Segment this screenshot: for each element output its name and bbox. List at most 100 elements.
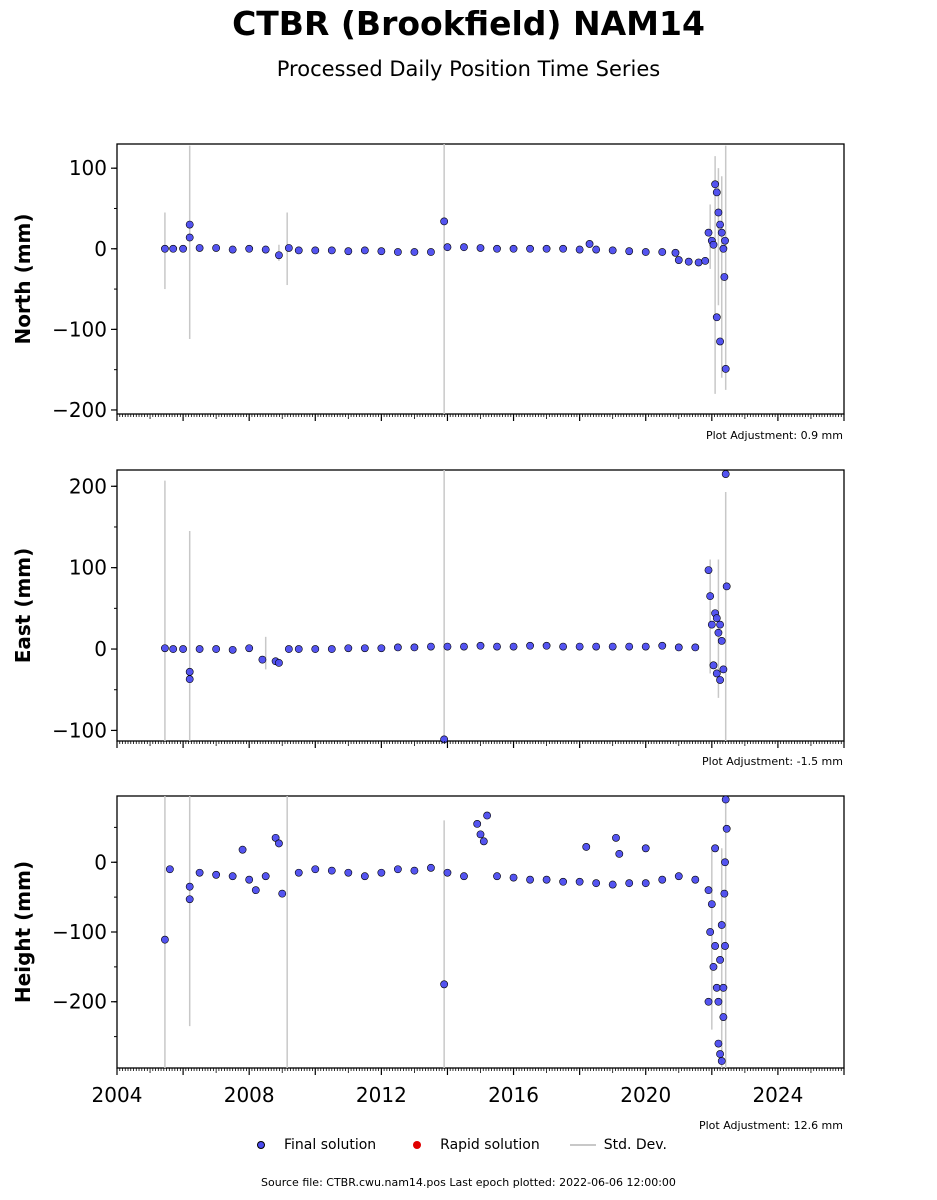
data-point <box>228 245 237 254</box>
data-point <box>493 642 501 651</box>
data-point <box>608 880 617 889</box>
data-point <box>582 843 591 851</box>
data-point <box>719 1013 728 1021</box>
data-point <box>592 245 601 254</box>
legend-item-std: Std. Dev. <box>569 1137 667 1153</box>
data-point <box>712 614 721 623</box>
data-point <box>427 248 435 256</box>
data-point <box>709 240 718 249</box>
data-point <box>722 824 731 833</box>
data-point <box>625 879 634 888</box>
data-point <box>542 244 551 253</box>
data-point <box>410 643 419 652</box>
data-point <box>443 243 452 252</box>
data-point <box>691 875 700 884</box>
data-point <box>526 244 534 253</box>
data-point <box>716 220 724 229</box>
y-tick-label: −200 <box>52 990 107 1014</box>
data-point <box>509 244 518 253</box>
data-point <box>585 240 594 248</box>
data-point <box>542 641 551 650</box>
data-point <box>294 645 303 653</box>
data-point <box>721 470 730 478</box>
data-point <box>443 868 452 877</box>
data-point <box>251 886 260 895</box>
data-point <box>575 245 584 254</box>
std-dev-line-icon <box>569 1138 596 1152</box>
data-point <box>542 875 551 884</box>
data-point <box>212 645 221 653</box>
data-point <box>711 942 720 950</box>
data-point <box>360 872 369 881</box>
x-tick-label: 2008 <box>224 1083 275 1107</box>
data-point <box>721 858 729 867</box>
data-point <box>711 844 720 853</box>
data-point <box>509 642 518 651</box>
data-point <box>460 642 468 651</box>
data-point <box>185 895 194 904</box>
data-point <box>476 641 485 650</box>
legend-item-final: Final solution <box>250 1137 376 1153</box>
y-tick-label: 200 <box>69 474 107 498</box>
data-point <box>641 642 650 651</box>
source-footer: Source file: CTBR.cwu.nam14.pos Last epo… <box>261 1176 676 1189</box>
y-tick-label: 100 <box>69 556 107 580</box>
data-point <box>238 845 247 854</box>
data-point <box>712 313 721 322</box>
data-point <box>720 273 729 281</box>
y-tick-label: 0 <box>94 637 107 661</box>
data-point <box>245 244 254 253</box>
plot-adjustment-height: Plot Adjustment: 12.6 mm <box>698 1119 843 1132</box>
data-point <box>460 872 468 881</box>
data-point <box>440 735 449 744</box>
data-point <box>185 220 194 229</box>
data-point <box>278 889 287 898</box>
data-point <box>719 665 728 674</box>
data-point <box>701 256 710 265</box>
data-point <box>284 244 293 252</box>
data-point <box>671 248 680 257</box>
data-point <box>476 830 485 839</box>
data-point <box>717 637 726 645</box>
data-point <box>311 246 320 255</box>
data-point <box>559 244 568 253</box>
data-point <box>377 868 386 877</box>
data-point <box>245 644 254 653</box>
data-point <box>559 642 568 651</box>
rapid-solution-marker-icon <box>406 1138 428 1152</box>
data-point <box>716 1050 724 1058</box>
data-point <box>719 244 728 253</box>
data-point <box>275 839 283 848</box>
data-point <box>311 645 320 653</box>
data-point <box>704 228 713 237</box>
data-point <box>185 667 194 676</box>
data-point <box>440 217 449 226</box>
data-point <box>709 661 718 670</box>
y-tick-label: −100 <box>52 317 107 341</box>
data-point <box>674 256 683 264</box>
data-point <box>716 620 724 629</box>
data-point <box>712 983 721 992</box>
data-point <box>212 244 221 252</box>
data-point <box>706 592 715 601</box>
data-point <box>195 244 204 252</box>
data-point <box>327 246 336 255</box>
data-point <box>185 675 194 684</box>
data-point <box>706 928 715 936</box>
data-point <box>641 844 650 853</box>
data-point <box>526 875 534 884</box>
data-point <box>327 645 336 653</box>
plot-frame-0 <box>116 143 845 415</box>
data-point <box>284 645 293 653</box>
data-point <box>344 644 353 653</box>
data-point <box>712 188 721 197</box>
data-point <box>704 566 713 574</box>
data-point <box>612 833 620 842</box>
data-point <box>716 676 724 684</box>
data-point <box>476 244 485 252</box>
legend-item-rapid: Rapid solution <box>406 1137 540 1153</box>
final-solution-marker-icon <box>250 1138 272 1152</box>
data-point <box>717 1057 726 1065</box>
data-point <box>479 837 488 846</box>
chart-title: CTBR (Brookfield) NAM14 <box>232 4 705 43</box>
